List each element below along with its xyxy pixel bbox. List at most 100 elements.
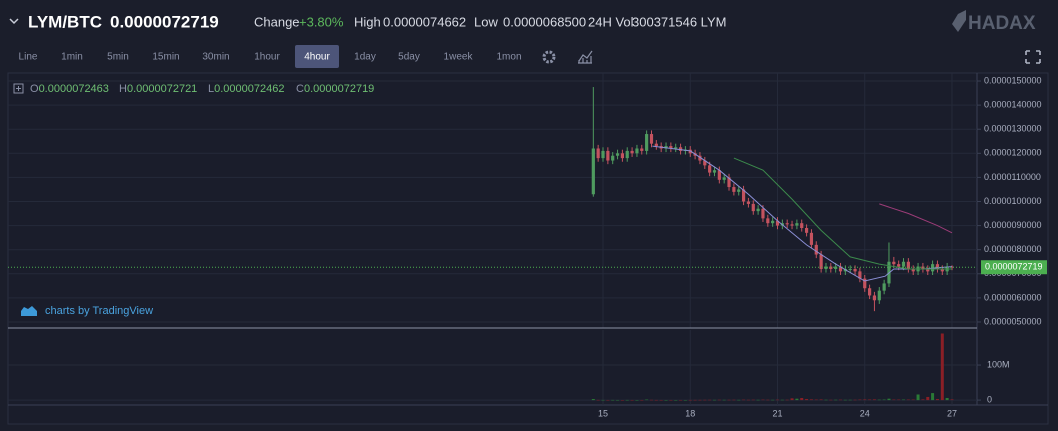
volume-bar — [771, 399, 775, 401]
legend-item: H0.0000072721 — [119, 83, 197, 95]
volume-bar — [688, 399, 692, 401]
chevron-icon[interactable] — [9, 18, 19, 25]
volume-bar — [887, 398, 891, 401]
candle-body — [688, 149, 692, 154]
legend-value: 0.0000072721 — [127, 83, 197, 95]
volume-bar — [698, 399, 702, 401]
volume-bar — [659, 399, 663, 401]
candle-body — [727, 177, 731, 188]
volume-bar — [921, 399, 925, 401]
volume-bar — [892, 399, 896, 401]
y-tick-label: 0.0000060000 — [984, 292, 1042, 302]
settings-icon[interactable] — [542, 50, 556, 64]
volume-bar — [606, 399, 610, 401]
volume-bar — [708, 399, 712, 401]
candle-body — [853, 268, 857, 272]
legend-key: H — [119, 83, 127, 95]
volume-bar — [756, 399, 760, 401]
candle-body — [872, 295, 877, 301]
fullscreen-icon[interactable] — [1025, 50, 1041, 64]
candle-body — [877, 290, 881, 301]
candle-body — [649, 134, 654, 144]
volume-bar — [679, 399, 683, 401]
x-tick-label: 21 — [772, 408, 782, 418]
volume-bar — [722, 399, 726, 401]
candle-body — [640, 148, 644, 151]
low-label: Low — [474, 14, 498, 29]
candle-body — [635, 148, 639, 154]
interval-button[interactable]: 1day — [354, 52, 376, 63]
candle-body — [732, 187, 736, 192]
interval-button[interactable]: 4hour — [304, 52, 330, 63]
volume-bar — [897, 399, 901, 401]
x-tick-label: 18 — [685, 408, 695, 418]
indicators-icon[interactable] — [578, 50, 593, 64]
volume-bar — [737, 399, 741, 401]
interval-button[interactable]: 1week — [444, 52, 474, 63]
volume-bar — [940, 333, 944, 401]
legend-value: 0.0000072462 — [214, 83, 284, 95]
y-tick-label: 0.0000120000 — [984, 148, 1042, 158]
volume-bar — [882, 399, 886, 401]
candle-body — [771, 220, 775, 224]
volume-bar — [780, 399, 784, 401]
moving-average — [652, 145, 953, 282]
y-tick-label: 0.0000150000 — [984, 75, 1042, 85]
candle-body — [746, 201, 751, 204]
y2-tick-label: 0 — [987, 394, 992, 404]
volume-bar — [693, 399, 697, 401]
candle-body — [829, 266, 833, 269]
moving-average — [733, 157, 952, 270]
volume-bar — [596, 399, 600, 401]
interval-button[interactable]: 5min — [107, 52, 129, 63]
interval-button[interactable]: 1min — [61, 52, 83, 63]
legend-key: L — [208, 83, 214, 95]
volume-bar — [868, 399, 872, 401]
ohlc-legend: O0.0000072463 H0.0000072721 L0.0000072462 C… — [30, 83, 374, 95]
interval-button[interactable]: 1mon — [496, 52, 521, 63]
volume-bar — [843, 399, 847, 401]
volume-bar — [732, 399, 736, 401]
pair[interactable]: LYM/BTC — [28, 12, 102, 31]
candle-body — [819, 254, 823, 269]
candle-body — [921, 266, 925, 269]
candle-body — [892, 261, 896, 265]
interval-button[interactable]: 5day — [398, 52, 420, 63]
volume-bar — [848, 399, 852, 401]
volume-bar — [635, 399, 639, 401]
y-tick-label: 0.0000080000 — [984, 244, 1042, 254]
volume-bar — [829, 399, 833, 401]
legend-toggle[interactable] — [13, 83, 24, 94]
candle-body — [737, 189, 741, 192]
interval-button[interactable]: 15min — [152, 52, 179, 63]
y2-tick-label: 100M — [987, 359, 1010, 369]
candle-body — [654, 143, 658, 147]
candle-body — [935, 264, 940, 269]
volume-bar — [863, 399, 867, 401]
candle-body — [620, 153, 625, 159]
candle-body — [596, 148, 600, 159]
interval-button[interactable]: 30min — [202, 52, 229, 63]
y-tick-label: 0.0000050000 — [984, 316, 1042, 326]
volume-bar — [664, 399, 668, 401]
volume-bar — [703, 399, 707, 401]
volume-bar — [926, 396, 930, 401]
interval-button[interactable]: Line — [19, 52, 38, 63]
gear[interactable] — [542, 50, 556, 64]
interval-active[interactable] — [295, 45, 339, 68]
candle-body — [722, 177, 726, 180]
price: 0.0000072719 — [110, 12, 219, 31]
tradingview-icon[interactable] — [21, 306, 37, 316]
moving-average — [879, 203, 953, 234]
plot: 0.00000500000.00000600000.00000700000.00… — [8, 73, 1047, 418]
vol: 300371546 LYM — [632, 14, 726, 29]
gear-hole — [547, 55, 551, 59]
legend-toggle-plus — [16, 86, 21, 91]
toolbar: Line 1min 5min 15min 30min 1hour 4hour 1day 5day… — [19, 45, 522, 68]
attribution[interactable]: charts by TradingView — [45, 305, 153, 317]
legend-key: O — [30, 83, 39, 95]
volume-bar — [751, 399, 755, 401]
candle-body — [756, 208, 760, 212]
interval-button[interactable]: 1hour — [254, 52, 280, 63]
